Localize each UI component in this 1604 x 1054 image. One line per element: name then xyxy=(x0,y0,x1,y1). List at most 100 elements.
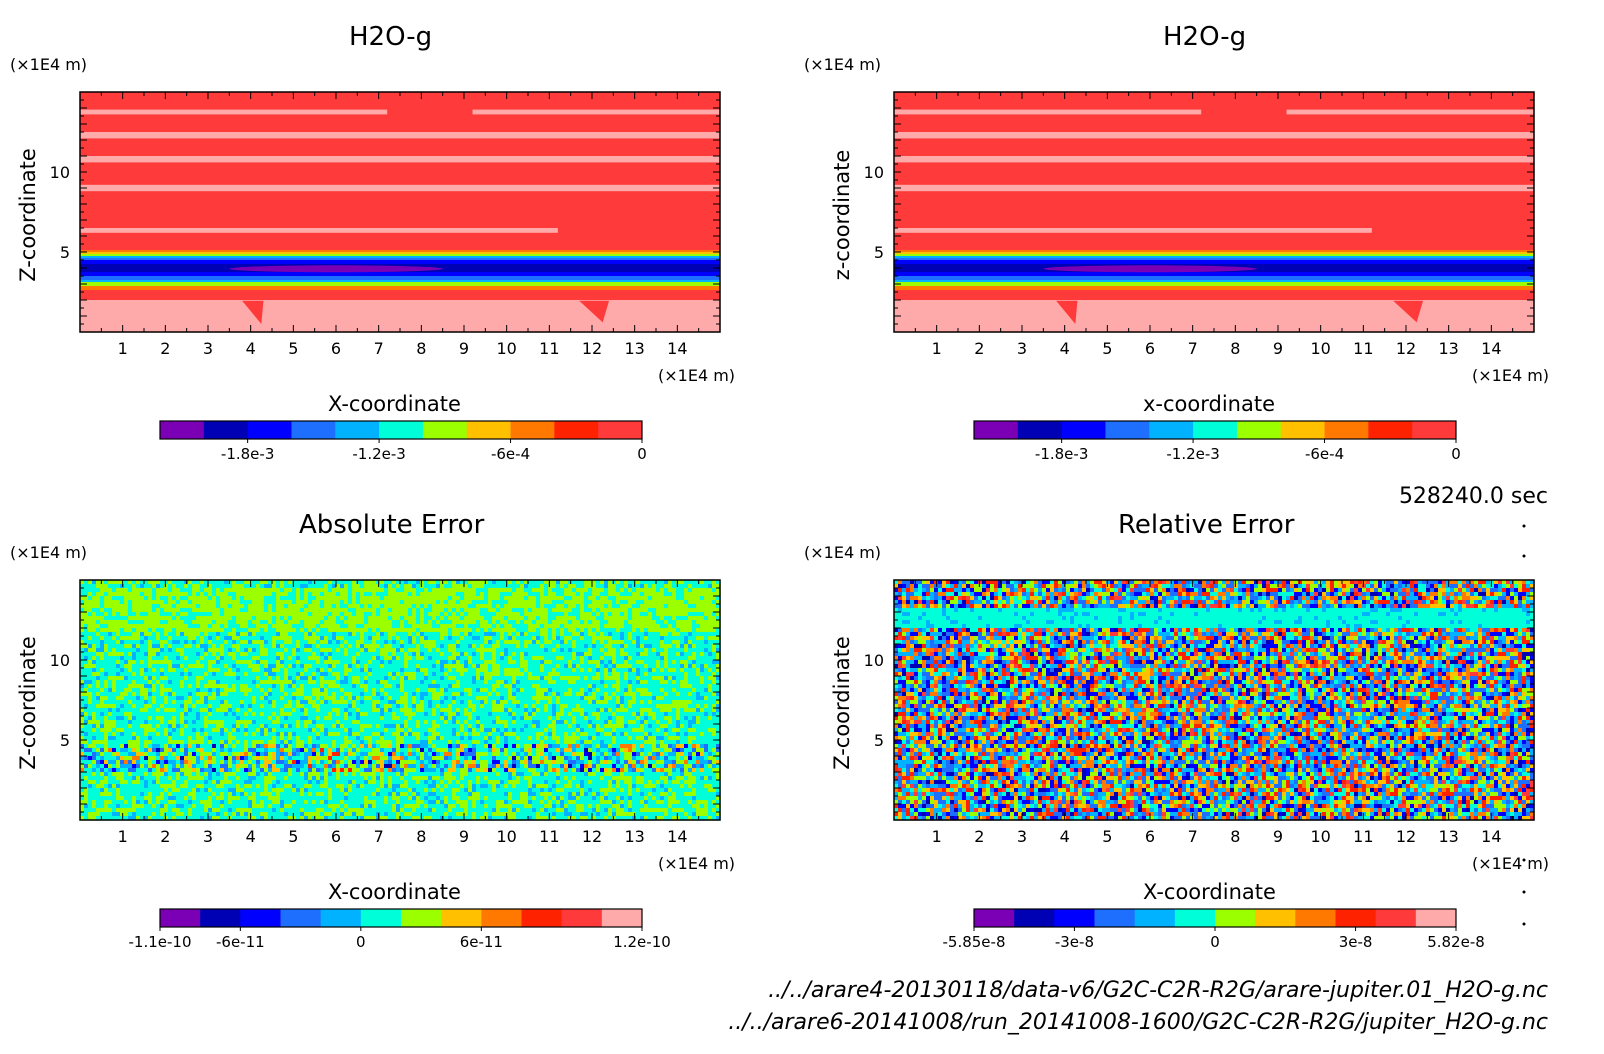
file-path-1: ../../arare4-20130118/data-v6/G2C-C2R-R2… xyxy=(768,978,1548,1003)
colorbar-swatch xyxy=(1295,909,1336,927)
panel-3-y-title: Z-coordinate xyxy=(16,636,40,770)
colorbar-tick-label: -6e-4 xyxy=(1305,445,1344,463)
colorbar-swatch xyxy=(160,909,201,927)
colorbar-swatch xyxy=(379,421,423,439)
colorbar-tick-label: 0 xyxy=(356,933,366,951)
panel-4-x-tick-label: 3 xyxy=(1017,827,1027,846)
panel-2-x-unit: (×1E4 m) xyxy=(1472,366,1549,385)
colorbar-swatch xyxy=(361,909,402,927)
colorbar-tick-label: -1.8e-3 xyxy=(1035,445,1088,463)
colorbar-swatch xyxy=(1237,421,1281,439)
colorbar-tick-label: 0 xyxy=(1451,445,1461,463)
panel-4-x-tick-label: 5 xyxy=(1102,827,1112,846)
panel-1-x-title: X-coordinate xyxy=(328,392,461,416)
panel-4-x-tick-label: 11 xyxy=(1353,827,1373,846)
colorbar-swatch xyxy=(1412,421,1456,439)
colorbar-swatch xyxy=(321,909,362,927)
panel-3-y-tick-label: 10 xyxy=(50,651,70,670)
panel-3-y-tick-label: 5 xyxy=(60,731,70,750)
colorbar-swatch xyxy=(281,909,322,927)
panel-2-x-tick-label: 6 xyxy=(1145,339,1155,358)
colorbar-swatch xyxy=(1193,421,1237,439)
colorbar-swatch xyxy=(1014,909,1055,927)
panel-2-y-unit: (×1E4 m) xyxy=(804,55,881,74)
panel-4-y-tick-label: 5 xyxy=(874,731,884,750)
colorbar-swatch xyxy=(1054,909,1095,927)
panel-2-x-tick-label: 7 xyxy=(1188,339,1198,358)
colorbar-tick-label: -1.2e-3 xyxy=(1166,445,1219,463)
panel-4-x-title: X-coordinate xyxy=(1143,880,1276,904)
colorbar-swatch xyxy=(1255,909,1296,927)
colorbar-swatch xyxy=(1325,421,1369,439)
panel-1-x-tick-label: 2 xyxy=(160,339,170,358)
panel-1-y-tick-label: 5 xyxy=(60,243,70,262)
panel-1-x-tick-label: 1 xyxy=(118,339,128,358)
colorbar-tick-label: -5.85e-8 xyxy=(943,933,1006,951)
panel-2-x-tick-label: 10 xyxy=(1310,339,1330,358)
colorbar-swatch xyxy=(1215,909,1256,927)
colorbar-swatch xyxy=(441,909,482,927)
panel-1-y-tick-label: 10 xyxy=(50,163,70,182)
colorbar-swatch xyxy=(1368,421,1412,439)
panel-2-y-tick-label: 5 xyxy=(874,243,884,262)
panel-2-x-tick-label: 4 xyxy=(1060,339,1070,358)
panel-4-x-tick-label: 7 xyxy=(1188,827,1198,846)
colorbar-swatch xyxy=(598,421,642,439)
panel-3-x-tick-label: 9 xyxy=(459,827,469,846)
colorbar-tick-label: 6e-11 xyxy=(460,933,503,951)
panel-1-x-tick-label: 12 xyxy=(582,339,602,358)
panel-3-x-tick-label: 7 xyxy=(374,827,384,846)
panel-2-x-title: x-coordinate xyxy=(1143,392,1275,416)
panel-1-x-tick-label: 9 xyxy=(459,339,469,358)
panel-3-title: Absolute Error xyxy=(299,510,484,540)
colorbar-tick-label: -1.8e-3 xyxy=(221,445,274,463)
colorbar-swatch xyxy=(204,421,248,439)
panel-3-x-tick-label: 5 xyxy=(288,827,298,846)
colorbar-swatch xyxy=(1062,421,1106,439)
colorbar-tick-label: 3e-8 xyxy=(1339,933,1373,951)
colorbar-swatch xyxy=(1175,909,1216,927)
colorbar-tick-label: 0 xyxy=(637,445,647,463)
panel-4-x-tick-label: 14 xyxy=(1481,827,1501,846)
panel-2-x-tick-label: 2 xyxy=(974,339,984,358)
colorbar-tick-label: -1.1e-10 xyxy=(129,933,192,951)
panel-4-y-unit: (×1E4 m) xyxy=(804,543,881,562)
panel-4-x-unit: (×1E4 m) xyxy=(1472,854,1549,873)
panel-1-x-tick-label: 4 xyxy=(246,339,256,358)
panel-2-y-title: z-coordinate xyxy=(830,150,854,281)
colorbar-swatch xyxy=(401,909,442,927)
colorbar-tick-label: 0 xyxy=(1210,933,1220,951)
panel-4-x-tick-label: 10 xyxy=(1310,827,1330,846)
panel-1-y-title: Z-coordinate xyxy=(16,148,40,282)
panel-3-x-tick-label: 6 xyxy=(331,827,341,846)
panel-1-x-unit: (×1E4 m) xyxy=(658,366,735,385)
colorbar-swatch xyxy=(1135,909,1176,927)
panel-2-x-tick-label: 13 xyxy=(1438,339,1458,358)
panel-2-field xyxy=(894,92,1534,333)
panel-4-x-tick-label: 13 xyxy=(1438,827,1458,846)
colorbar-swatch xyxy=(522,909,563,927)
panel-1-x-tick-label: 6 xyxy=(331,339,341,358)
panel-2-x-tick-label: 3 xyxy=(1017,339,1027,358)
panel-3-y-unit: (×1E4 m) xyxy=(10,543,87,562)
colorbar-tick-label: -3e-8 xyxy=(1055,933,1094,951)
colorbar-swatch xyxy=(335,421,379,439)
panel-4-field xyxy=(894,580,1535,821)
colorbar-swatch xyxy=(291,421,335,439)
panel-1-title: H2O-g xyxy=(349,22,432,52)
panel-4-x-tick-label: 1 xyxy=(932,827,942,846)
panel-1-y-unit: (×1E4 m) xyxy=(10,55,87,74)
panel-3-x-tick-label: 14 xyxy=(667,827,687,846)
colorbar-swatch xyxy=(1416,909,1457,927)
colorbar-tick-label: 1.2e-10 xyxy=(613,933,671,951)
panel-2-x-tick-label: 14 xyxy=(1481,339,1501,358)
panel-3-colorbar: -1.1e-10 -6e-11 0 6e-11 1.2e-10 xyxy=(129,909,671,951)
panel-3-x-tick-label: 3 xyxy=(203,827,213,846)
panel-1-field xyxy=(80,92,720,333)
colorbar-swatch xyxy=(423,421,467,439)
panel-1-colorbar: -1.8e-3 -1.2e-3 -6e-4 0 xyxy=(160,421,647,463)
time-label: 528240.0 sec xyxy=(1399,484,1548,509)
panel-4-x-tick-label: 6 xyxy=(1145,827,1155,846)
file-path-2: ../../arare6-20141008/run_20141008-1600/… xyxy=(728,1010,1548,1035)
